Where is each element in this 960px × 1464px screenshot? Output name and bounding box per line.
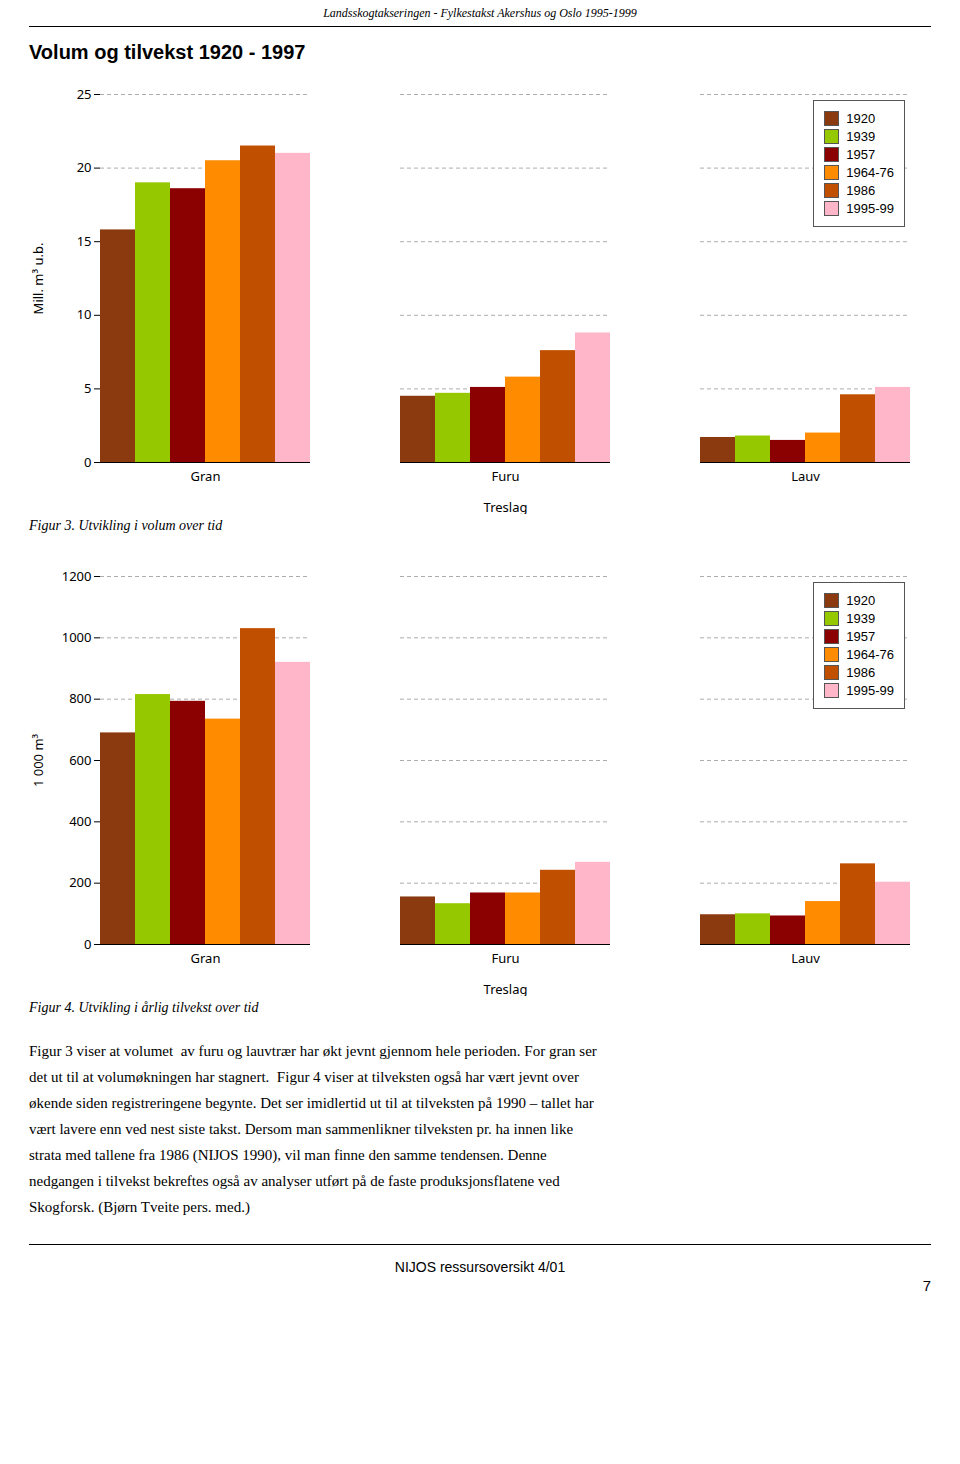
html-text:NIJOS ressursoversikt 4/01: NIJOS ressursoversikt 4/01 — [394, 1259, 566, 1275]
svg-text:Gran: Gran — [191, 949, 221, 967]
svg-text:400: 400 — [69, 812, 91, 830]
html-text:1920: 1920 — [846, 593, 876, 608]
svg-text:1 000 m³: 1 000 m³ — [29, 733, 47, 787]
html-text:1986: 1986 — [846, 183, 876, 198]
svg-text:1000: 1000 — [62, 628, 92, 646]
html-text:1957: 1957 — [846, 629, 876, 644]
html-text:nedgangen i tilvekst bekreftes: nedgangen i tilvekst bekreftes også av a… — [29, 1173, 560, 1189]
html-text:1939: 1939 — [846, 129, 876, 144]
svg-text:5: 5 — [84, 379, 91, 397]
svg-text:1200: 1200 — [62, 567, 92, 585]
html-text:økende siden registreringene b: økende siden registreringene begynte. De… — [29, 1095, 594, 1111]
svg-text:200: 200 — [69, 873, 91, 891]
html-text:Figur 3. Utvikling i volum ove: Figur 3. Utvikling i volum over tid — [29, 518, 223, 533]
svg-text:Lauv: Lauv — [791, 467, 820, 485]
svg-text:0: 0 — [84, 453, 91, 471]
svg-text:Furu: Furu — [491, 949, 519, 967]
html-text:1920: 1920 — [846, 111, 876, 126]
html-text:1995-99: 1995-99 — [846, 683, 894, 698]
html-text:strata med tallene fra 1986 (N: strata med tallene fra 1986 (NIJOS 1990)… — [29, 1147, 547, 1163]
svg-text:800: 800 — [69, 689, 91, 707]
html-text:1964-76: 1964-76 — [846, 165, 894, 180]
svg-text:25: 25 — [77, 85, 92, 103]
html-text:Volum og tilvekst 1920 - 1997: Volum og tilvekst 1920 - 1997 — [29, 41, 306, 63]
html-text:1939: 1939 — [846, 611, 876, 626]
svg-text:20: 20 — [77, 158, 92, 176]
svg-text:600: 600 — [69, 751, 91, 769]
html-text:Figur 4. Utvikling i årlig til: Figur 4. Utvikling i årlig tilvekst over… — [29, 1000, 259, 1015]
html-text:Landsskogtakseringen - Fylkest: Landsskogtakseringen - Fylkestakst Akers… — [323, 6, 637, 20]
svg-text:Mill. m³ u.b.: Mill. m³ u.b. — [29, 243, 47, 315]
html-text:1957: 1957 — [846, 147, 876, 162]
svg-text:Treslag: Treslag — [484, 980, 528, 997]
html-text:1964-76: 1964-76 — [846, 647, 894, 662]
html-text:1986: 1986 — [846, 665, 876, 680]
svg-text:Lauv: Lauv — [791, 949, 820, 967]
svg-text:Treslag: Treslag — [484, 498, 528, 515]
svg-text:Furu: Furu — [491, 467, 519, 485]
svg-text:0: 0 — [84, 935, 91, 953]
html-text:7: 7 — [922, 1277, 931, 1294]
html-text:vært lavere enn ved nest siste: vært lavere enn ved nest siste takst. De… — [29, 1121, 573, 1137]
html-text:Skogforsk. (Bjørn Tveite pers.: Skogforsk. (Bjørn Tveite pers. med.) — [29, 1199, 250, 1215]
svg-text:10: 10 — [77, 305, 92, 323]
html-text:Figur 3 viser at volumet av fu: Figur 3 viser at volumet av furu og lauv… — [29, 1043, 597, 1059]
svg-text:Gran: Gran — [191, 467, 221, 485]
html-text:det ut til at volumøkningen ha: det ut til at volumøkningen har stagnert… — [29, 1069, 579, 1085]
svg-text:15: 15 — [77, 232, 92, 250]
html-text:1995-99: 1995-99 — [846, 201, 894, 216]
